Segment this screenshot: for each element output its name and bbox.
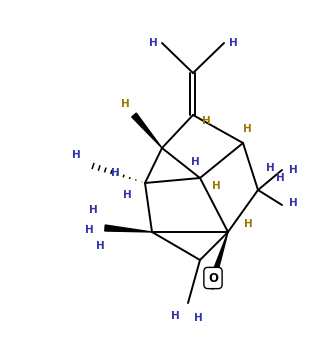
Polygon shape xyxy=(105,225,152,232)
Text: H: H xyxy=(96,241,104,251)
Text: H: H xyxy=(171,311,179,321)
Text: H: H xyxy=(88,205,97,215)
Text: H: H xyxy=(276,173,284,183)
Text: H: H xyxy=(244,219,252,229)
Text: O: O xyxy=(208,272,218,284)
Text: H: H xyxy=(266,163,274,173)
Text: H: H xyxy=(202,116,210,126)
Text: H: H xyxy=(191,157,199,167)
Text: H: H xyxy=(121,99,129,109)
Text: H: H xyxy=(194,313,202,323)
Text: H: H xyxy=(289,165,297,175)
Text: H: H xyxy=(123,190,131,200)
Polygon shape xyxy=(132,113,162,148)
Text: H: H xyxy=(149,38,157,48)
Text: H: H xyxy=(212,181,220,191)
Text: H: H xyxy=(228,38,237,48)
Text: H: H xyxy=(72,150,80,160)
Polygon shape xyxy=(207,232,228,289)
Text: H: H xyxy=(85,225,93,235)
Text: H: H xyxy=(111,168,119,178)
Text: H: H xyxy=(289,198,297,208)
Text: H: H xyxy=(243,124,251,134)
